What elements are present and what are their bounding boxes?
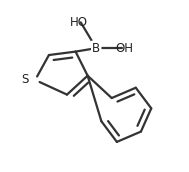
Text: S: S (21, 73, 28, 87)
Text: B: B (92, 42, 100, 55)
Text: HO: HO (70, 16, 88, 29)
Text: OH: OH (115, 42, 133, 55)
